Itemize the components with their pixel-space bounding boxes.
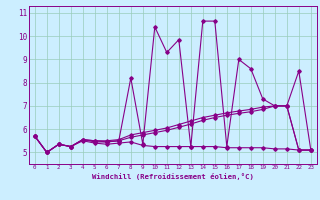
X-axis label: Windchill (Refroidissement éolien,°C): Windchill (Refroidissement éolien,°C) bbox=[92, 173, 254, 180]
